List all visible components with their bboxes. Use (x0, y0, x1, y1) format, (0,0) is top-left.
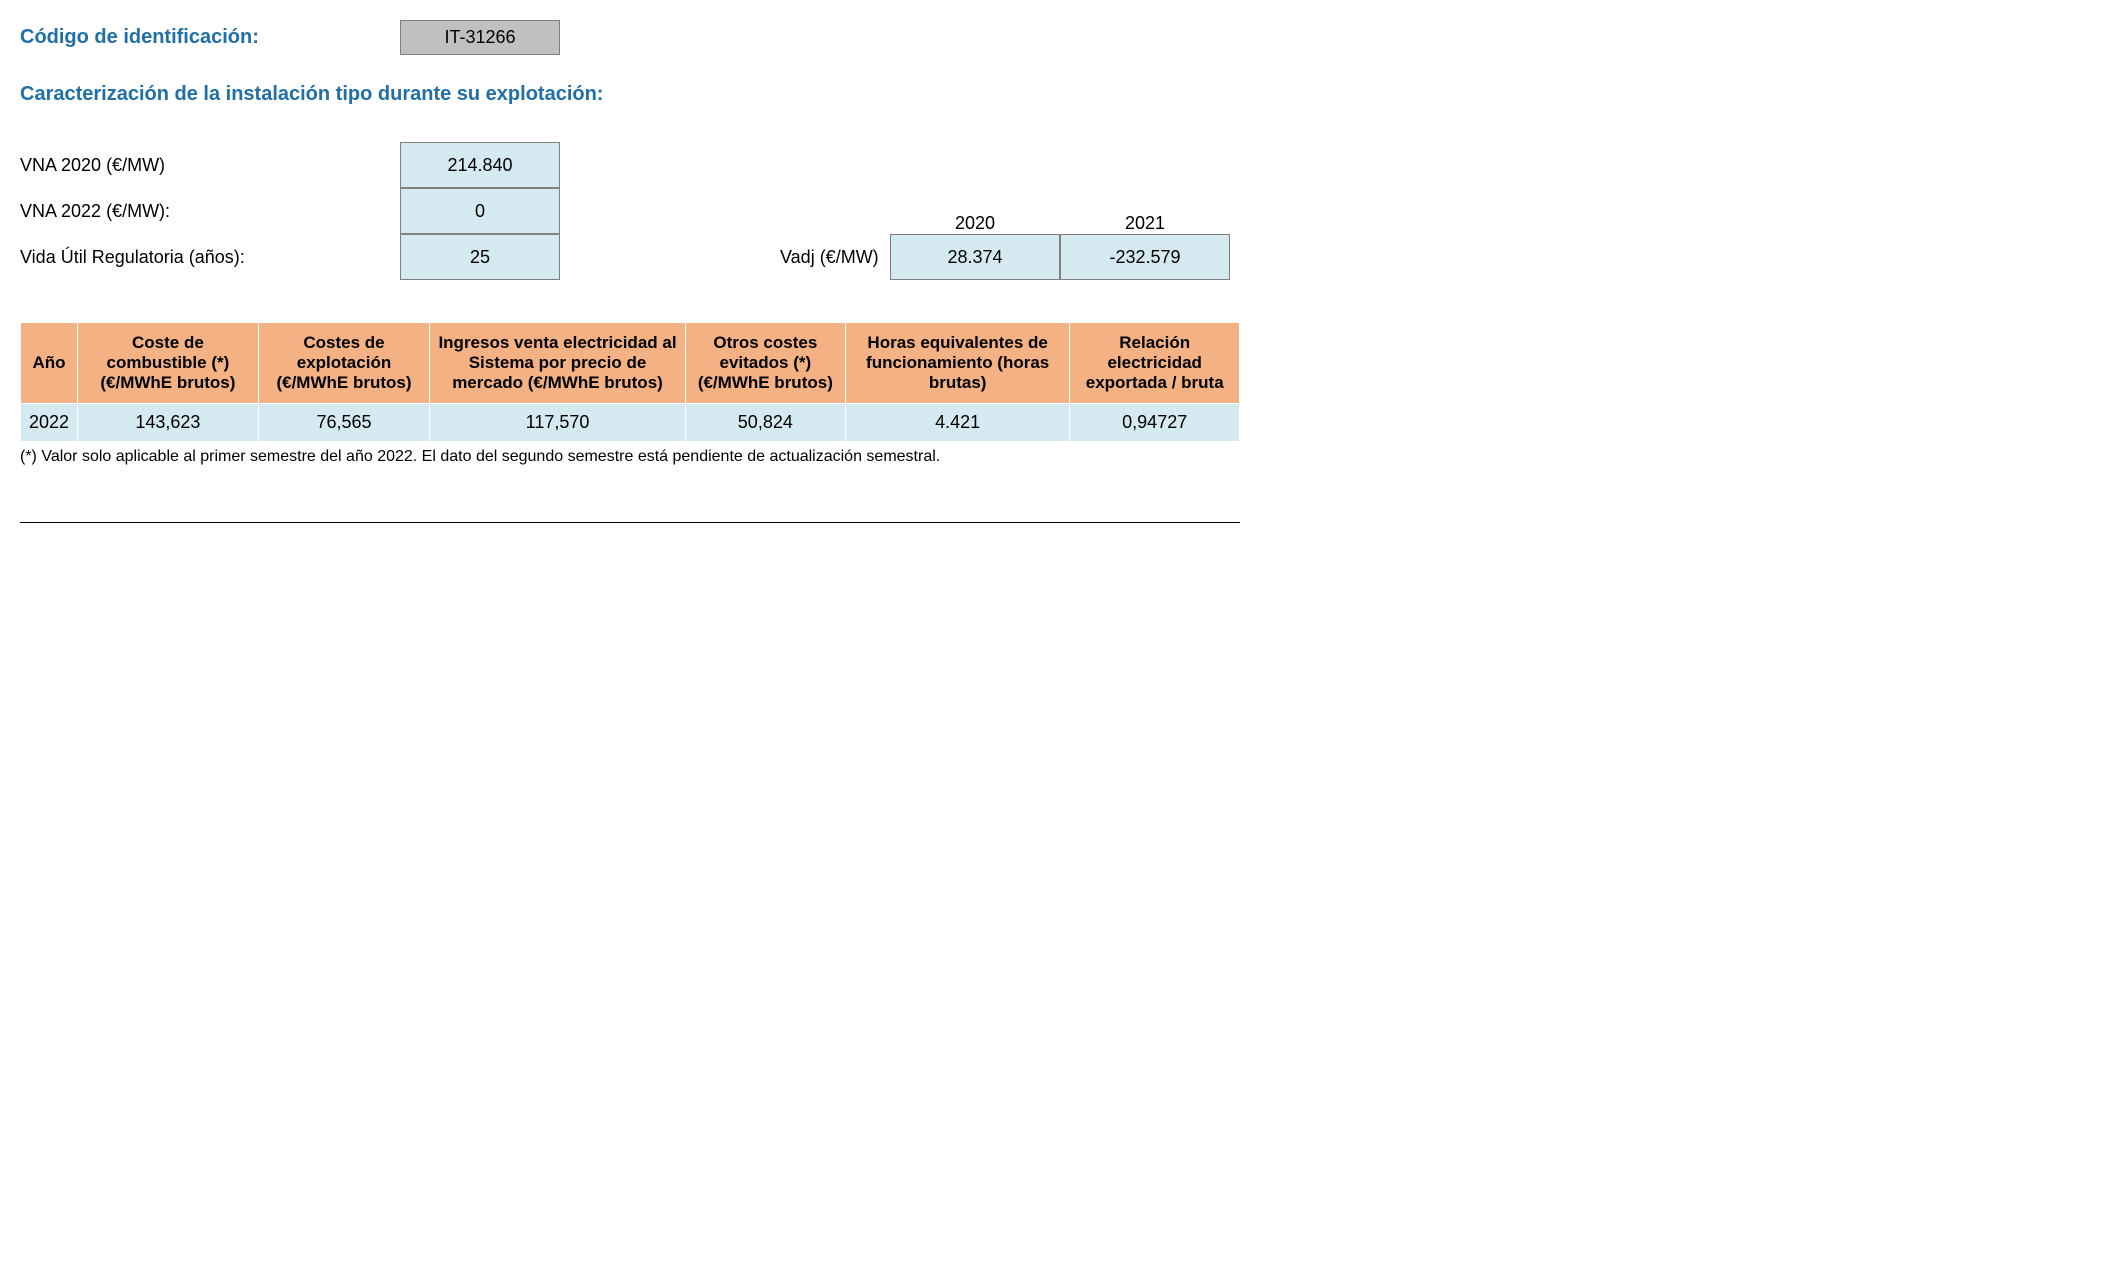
section-title: Caracterización de la instalación tipo d… (20, 83, 2106, 106)
cell-otros: 50,824 (685, 404, 845, 442)
footnote: (*) Valor solo aplicable al primer semes… (20, 448, 2106, 466)
vadj-year-0: 2020 (890, 213, 1060, 234)
vna2020-value: 214.840 (400, 142, 560, 188)
main-table-head: Año Coste de combustible (*) (€/MWhE bru… (21, 323, 1240, 404)
main-table-header-row: Año Coste de combustible (*) (€/MWhE bru… (21, 323, 1240, 404)
vna2020-label: VNA 2020 (€/MW) (20, 155, 400, 176)
vna2022-label: VNA 2022 (€/MW): (20, 201, 400, 222)
th-horas: Horas equivalentes de funcionamiento (ho… (845, 323, 1070, 404)
vadj-year-1: 2021 (1060, 213, 1230, 234)
cell-horas: 4.421 (845, 404, 1070, 442)
main-table-body: 2022 143,623 76,565 117,570 50,824 4.421… (21, 404, 1240, 442)
th-combustible: Coste de combustible (*) (€/MWhE brutos) (78, 323, 259, 404)
id-value-box: IT-31266 (400, 20, 560, 55)
cell-ingresos: 117,570 (430, 404, 686, 442)
table-row: 2022 143,623 76,565 117,570 50,824 4.421… (21, 404, 1240, 442)
cell-explotacion: 76,565 (258, 404, 430, 442)
th-otros: Otros costes evitados (*) (€/MWhE brutos… (685, 323, 845, 404)
param-vna2020-row: VNA 2020 (€/MW) 214.840 (20, 142, 2106, 188)
vadj-value-0: 28.374 (890, 234, 1060, 280)
th-ingresos: Ingresos venta electricidad al Sistema p… (430, 323, 686, 404)
cell-relacion: 0,94727 (1070, 404, 1240, 442)
th-ano: Año (21, 323, 78, 404)
header-row: Código de identificación: IT-31266 (20, 20, 2106, 55)
cell-combustible: 143,623 (78, 404, 259, 442)
th-relacion: Relación electricidad exportada / bruta (1070, 323, 1240, 404)
vadj-year-row: 2020 2021 (890, 213, 1230, 234)
id-label: Código de identificación: (20, 26, 400, 49)
vida-label: Vida Útil Regulatoria (años): (20, 247, 400, 268)
vadj-value-1: -232.579 (1060, 234, 1230, 280)
vida-value: 25 (400, 234, 560, 280)
th-explotacion: Costes de explotación (€/MWhE brutos) (258, 323, 430, 404)
vna2022-value: 0 (400, 188, 560, 234)
vadj-value-row: Vadj (€/MW) 28.374 -232.579 (780, 234, 1230, 280)
divider-line (20, 522, 1240, 523)
main-table: Año Coste de combustible (*) (€/MWhE bru… (20, 322, 1240, 442)
vadj-label: Vadj (€/MW) (780, 247, 890, 268)
param-vida-row: Vida Útil Regulatoria (años): 25 Vadj (€… (20, 234, 2106, 280)
cell-ano: 2022 (21, 404, 78, 442)
param-vna2022-row-wrap: VNA 2022 (€/MW): 0 2020 2021 (20, 188, 2106, 234)
